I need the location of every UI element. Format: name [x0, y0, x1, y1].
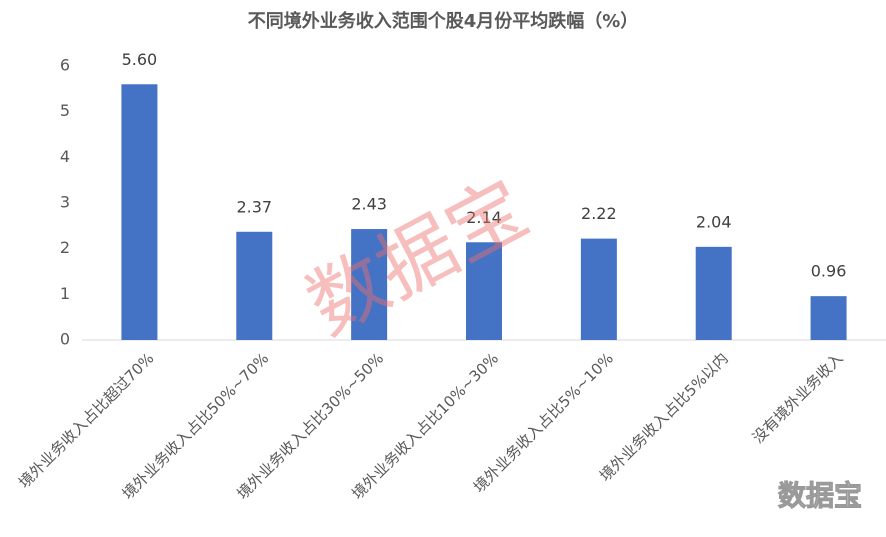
x-tick-label: 没有境外业务收入: [749, 349, 847, 447]
value-label: 5.60: [122, 50, 158, 69]
y-tick-label: 0: [60, 330, 70, 349]
y-tick-label: 1: [60, 284, 70, 303]
y-tick-label: 5: [60, 101, 70, 120]
bar: [466, 242, 502, 340]
bar: [236, 231, 273, 340]
x-tick-label: 境外业务收入占比5%以内: [596, 349, 732, 485]
y-tick-label: 2: [60, 238, 70, 257]
value-label: 2.14: [466, 208, 502, 227]
bar: [351, 229, 388, 340]
y-tick-label: 4: [60, 147, 70, 166]
value-label: 2.22: [581, 204, 617, 223]
y-tick-label: 3: [60, 193, 70, 212]
value-label: 2.43: [351, 195, 387, 214]
bar: [121, 84, 158, 341]
bar: [580, 238, 617, 340]
watermark: 数据宝: [778, 479, 862, 512]
bar: [695, 246, 732, 340]
chart-title: 不同境外业务收入范围个股4月份平均跌幅（%）: [248, 10, 639, 32]
watermark: 数据宝: [293, 163, 542, 352]
y-tick-label: 6: [60, 56, 70, 75]
bar: [810, 296, 847, 340]
value-label: 0.96: [811, 262, 847, 281]
value-label: 2.37: [236, 197, 272, 216]
x-tick-label: 境外业务收入占比超过70%: [15, 349, 157, 491]
value-label: 2.04: [696, 212, 732, 231]
